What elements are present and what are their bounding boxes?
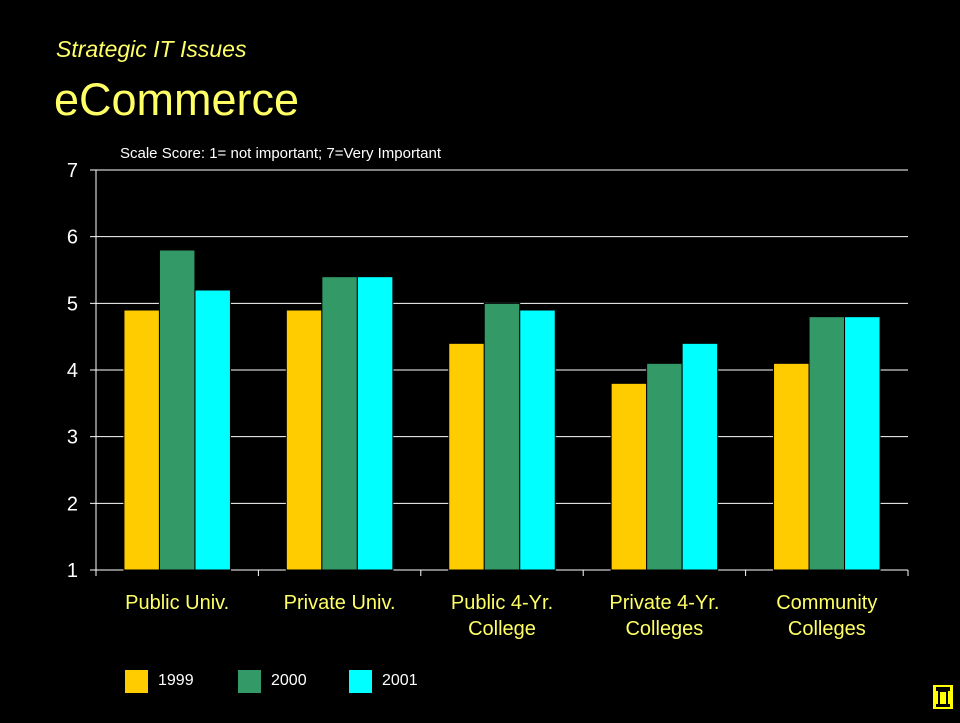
- y-tick-label: 3: [67, 427, 78, 449]
- category-label: College: [468, 618, 536, 640]
- bar-1999: [773, 362, 810, 571]
- legend-swatch-2000: [238, 670, 261, 693]
- legend-label: 2001: [382, 672, 418, 689]
- y-tick-label: 5: [67, 293, 78, 315]
- bar-2001: [519, 309, 556, 571]
- category-label: Private 4-Yr.: [609, 592, 719, 614]
- slide-subtitle: Strategic IT Issues: [56, 36, 247, 62]
- category-label: Public Univ.: [125, 592, 229, 614]
- bar-2000: [483, 302, 521, 571]
- legend-swatch-1999: [125, 670, 148, 693]
- bar-1999: [123, 309, 160, 571]
- bar-2001: [681, 342, 719, 571]
- y-tick-label: 6: [67, 227, 78, 249]
- category-label: Colleges: [788, 618, 866, 640]
- category-label: Community: [776, 592, 877, 614]
- category-label: Private Univ.: [284, 592, 396, 614]
- bar-1999: [610, 382, 648, 571]
- category-label: Public 4-Yr.: [451, 592, 553, 614]
- document-icon: [932, 684, 954, 710]
- bar-2000: [158, 249, 196, 571]
- slide-title: eCommerce: [54, 74, 300, 125]
- bar-2000: [321, 276, 358, 571]
- y-tick-label: 4: [67, 360, 78, 382]
- bar-2000: [808, 316, 846, 571]
- bar-2001: [844, 316, 881, 571]
- bar-1999: [448, 342, 485, 571]
- y-tick-label: 7: [67, 160, 78, 182]
- bar-2001: [194, 289, 231, 571]
- chart-annotation: Scale Score: 1= not important; 7=Very Im…: [120, 145, 442, 162]
- y-tick-label: 2: [67, 493, 78, 515]
- y-tick-label: 1: [67, 560, 78, 582]
- legend-label: 1999: [158, 672, 194, 689]
- bar-1999: [285, 309, 323, 571]
- bar-2001: [356, 276, 394, 571]
- category-label: Colleges: [625, 618, 703, 640]
- bar-2000: [646, 362, 683, 571]
- legend-swatch-2001: [349, 670, 372, 693]
- legend-label: 2000: [271, 672, 307, 689]
